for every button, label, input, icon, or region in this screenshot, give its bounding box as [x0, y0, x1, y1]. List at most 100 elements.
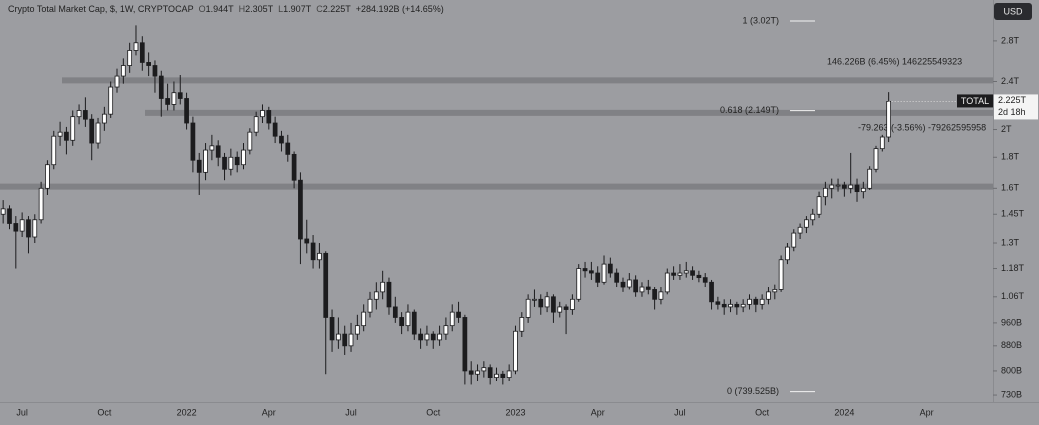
candle-body: [405, 311, 411, 327]
candle-body: [886, 101, 892, 138]
candle-body: [348, 333, 354, 347]
candle-body: [329, 317, 335, 341]
header: Crypto Total Market Cap, $, 1W, CRYPTOCA…: [8, 4, 444, 14]
candle-body: [158, 75, 164, 99]
candle-body: [399, 317, 404, 327]
candle-body: [424, 333, 430, 341]
candle-body: [443, 325, 449, 335]
candle-body: [190, 122, 196, 161]
y-tick-label: 2.8T: [1001, 35, 1020, 45]
candle-body: [481, 367, 487, 372]
candle-body: [595, 272, 601, 283]
ohlc-value: 1.907T: [283, 4, 312, 14]
candle-body: [487, 367, 493, 378]
candle-body: [266, 110, 272, 124]
candle-body: [804, 219, 809, 228]
candle-body: [310, 242, 316, 261]
candle-body: [57, 131, 63, 137]
candle-body: [247, 131, 253, 151]
candle-body: [785, 246, 790, 261]
last-price-label: 2.225T: [998, 95, 1027, 105]
candle-body: [171, 92, 177, 105]
candle-body: [538, 298, 544, 308]
candle-body: [607, 263, 613, 274]
candle-body: [823, 187, 828, 198]
fib-label: 0.618 (2.149T): [720, 105, 779, 115]
candle-body: [797, 226, 803, 234]
currency-button[interactable]: [994, 3, 1032, 20]
candle-body: [829, 184, 835, 189]
candle-body: [241, 149, 246, 166]
x-tick-label: 2024: [834, 407, 854, 417]
candle-body: [513, 330, 518, 372]
candle-body: [589, 270, 594, 274]
candle-body: [13, 223, 19, 232]
y-tick-label: 800B: [1001, 365, 1022, 375]
candle-body: [835, 184, 841, 187]
x-tick-label: Apr: [591, 407, 605, 417]
header-text: Crypto Total Market Cap, $, 1W, CRYPTOCA…: [8, 4, 444, 14]
x-tick-label: Oct: [426, 407, 441, 417]
ohlc-key: O: [199, 4, 206, 14]
ohlc-value: 1.944T: [206, 4, 235, 14]
candle-body: [95, 122, 101, 144]
candle-body: [582, 268, 588, 272]
symbol-tag: [957, 94, 993, 108]
candle-body: [184, 98, 189, 124]
candle-body: [633, 279, 639, 293]
candle-body: [64, 131, 69, 141]
x-tick-label: Apr: [262, 407, 276, 417]
candle-body: [519, 317, 525, 332]
candle-body: [323, 252, 329, 318]
y-tick-label: 2.4T: [1001, 76, 1020, 86]
candle-body: [721, 303, 727, 308]
candle-body: [285, 142, 291, 155]
annotation: 146.226B (6.45%) 146225549323: [827, 56, 962, 66]
candle-body: [740, 303, 746, 308]
candle-body: [500, 373, 506, 378]
candle-body: [114, 75, 120, 88]
candle-body: [430, 333, 436, 341]
y-tick-label: 1.6T: [1001, 183, 1020, 193]
candle-body: [133, 42, 139, 51]
candle-body: [437, 333, 442, 341]
candle-body: [690, 270, 695, 276]
candle-body: [810, 213, 816, 221]
candle-body: [209, 145, 215, 151]
currency-label: USD: [1003, 6, 1023, 16]
y-tick-label: 1.8T: [1001, 152, 1020, 162]
candle-body: [76, 110, 82, 118]
candle-body: [146, 62, 151, 66]
candle-body: [291, 153, 297, 181]
candle-body: [317, 252, 322, 261]
candle-body: [373, 291, 379, 300]
candle-body: [120, 65, 126, 77]
candle-body: [652, 289, 657, 300]
x-tick-label: Oct: [755, 407, 770, 417]
candle-body: [702, 277, 708, 283]
candle-body: [734, 303, 740, 308]
candle-body: [127, 50, 133, 66]
candle-body: [234, 156, 240, 166]
candle-body: [677, 272, 683, 276]
candle-body: [336, 333, 341, 341]
candle-body: [772, 289, 778, 293]
candle-body: [392, 306, 398, 318]
candle-body: [544, 296, 550, 308]
candle-body: [272, 122, 278, 137]
x-tick-label: Jul: [674, 407, 686, 417]
y-tick-label: 880B: [1001, 340, 1022, 350]
symbol-label: TOTAL: [961, 96, 989, 106]
candle-body: [222, 156, 227, 170]
x-tick-label: Jul: [16, 407, 28, 417]
candle-body: [203, 149, 208, 173]
candle-body: [683, 270, 689, 274]
y-tick-label: 1.3T: [1001, 237, 1020, 247]
fib-label: 1 (3.02T): [742, 15, 779, 25]
x-tick-label: Oct: [97, 407, 112, 417]
candle-body: [26, 219, 31, 238]
candle-body: [386, 281, 392, 308]
candle-body: [557, 306, 563, 313]
ohlc-key: L: [278, 4, 283, 14]
